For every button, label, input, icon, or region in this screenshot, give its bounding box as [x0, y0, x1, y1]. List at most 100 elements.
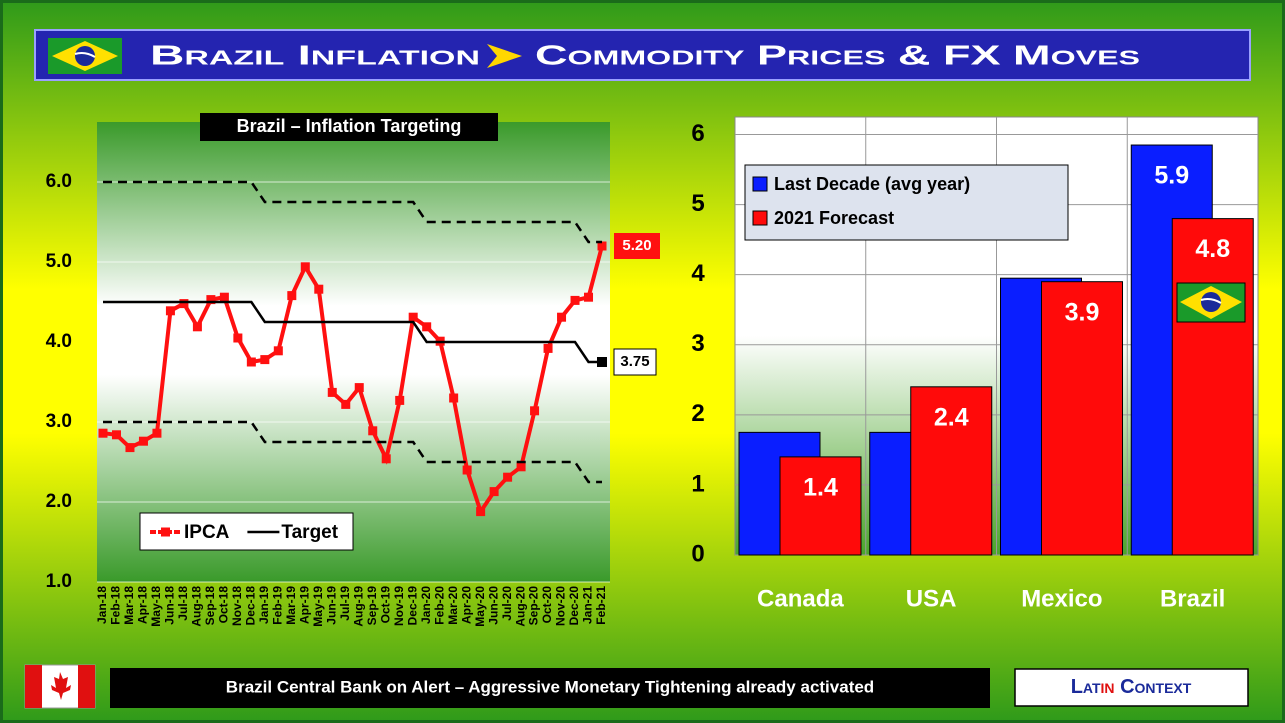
point-marker — [503, 472, 513, 482]
x-tick-label: Mexico — [1021, 585, 1102, 612]
x-tick-label: Jul-18 — [176, 586, 190, 621]
x-tick-label: Jun-20 — [486, 586, 500, 625]
point-marker — [287, 291, 297, 301]
bar — [910, 386, 993, 556]
point-marker — [260, 355, 270, 365]
x-tick-label: May-20 — [473, 586, 487, 627]
point-marker — [273, 346, 283, 356]
x-tick-label: Brazil — [1160, 585, 1225, 612]
point-marker — [557, 312, 567, 322]
brand: Latin Context — [1071, 676, 1192, 698]
point-marker — [341, 399, 351, 409]
chart-title: Brazil – Inflation Targeting — [237, 116, 462, 136]
legend-label: IPCA — [184, 522, 230, 543]
x-tick-label: Feb-19 — [270, 586, 284, 625]
brand-box — [1014, 668, 1249, 707]
x-tick-label: May-18 — [149, 586, 163, 627]
header-arrow — [487, 44, 522, 68]
bar — [779, 456, 862, 556]
x-tick-label: Jul-20 — [500, 586, 514, 621]
value-label: 5.9 — [1154, 162, 1189, 190]
x-tick-label: Nov-18 — [230, 586, 244, 626]
point-marker — [584, 292, 594, 302]
chart-title-box — [200, 113, 498, 141]
y-tick-label: 1 — [691, 470, 704, 497]
point-marker — [138, 436, 148, 446]
x-tick-label: Dec-20 — [567, 586, 581, 626]
point-marker — [219, 292, 229, 302]
x-tick-label: Apr-20 — [459, 586, 473, 624]
legend-label: Last Decade (avg year) — [774, 174, 970, 194]
y-tick-label: 6.0 — [46, 171, 72, 192]
x-tick-label: Sep-19 — [365, 586, 379, 626]
x-tick-label: Jul-19 — [338, 586, 352, 621]
point-marker — [408, 312, 418, 322]
point-marker — [530, 406, 540, 416]
x-tick-label: Apr-18 — [136, 586, 150, 624]
point-marker — [179, 299, 189, 309]
x-tick-label: Aug-19 — [351, 586, 365, 627]
x-tick-label: Oct-20 — [540, 586, 554, 624]
point-marker — [422, 322, 432, 332]
value-label: 1.4 — [803, 473, 838, 501]
point-marker — [246, 357, 256, 367]
point-marker — [597, 241, 607, 251]
bar — [1171, 218, 1254, 556]
value-label-box — [613, 348, 657, 376]
bar — [1041, 281, 1123, 556]
point-marker — [570, 295, 580, 305]
point-marker — [476, 507, 486, 517]
value-label: 3.75 — [620, 353, 649, 370]
value-label: 2.4 — [934, 403, 969, 431]
x-tick-label: Mar-20 — [446, 586, 460, 625]
point-marker — [354, 383, 364, 393]
value-label: 4.8 — [1195, 235, 1230, 263]
point-marker — [111, 430, 121, 440]
legend-marker — [161, 527, 170, 537]
header-banner — [34, 29, 1251, 81]
x-tick-label: Aug-20 — [513, 586, 527, 627]
y-tick-label: 2 — [691, 400, 704, 427]
band-line — [103, 180, 602, 244]
y-tick-label: 4 — [691, 260, 705, 287]
y-tick-label: 5.0 — [46, 251, 72, 272]
x-tick-label: Jan-18 — [95, 586, 109, 624]
point-marker — [395, 395, 405, 405]
x-tick-label: Sep-20 — [527, 586, 541, 626]
plot-area — [97, 122, 610, 582]
band-line — [103, 420, 602, 484]
x-tick-label: Feb-21 — [594, 586, 608, 625]
point-marker — [98, 428, 108, 438]
brand-part: in — [1101, 676, 1115, 698]
end-marker — [597, 357, 607, 367]
x-tick-label: Jan-20 — [419, 586, 433, 624]
brazil-flag-small — [1176, 282, 1246, 323]
y-tick-label: 3.0 — [46, 411, 72, 432]
value-label-box — [614, 233, 660, 259]
legend-swatch — [752, 210, 768, 226]
point-marker — [381, 454, 391, 464]
x-tick-label: Aug-18 — [190, 586, 204, 627]
point-marker — [233, 333, 243, 343]
x-tick-label: Feb-20 — [432, 586, 446, 625]
x-tick-label: Nov-19 — [392, 586, 406, 626]
header-title-right: Commodity Prices & FX Moves — [535, 39, 1140, 70]
value-label: 5.20 — [622, 237, 651, 254]
canada-flag — [24, 664, 96, 709]
point-marker — [206, 295, 216, 305]
legend-label: Target — [281, 522, 338, 543]
footer-note: Brazil Central Bank on Alert – Aggressiv… — [226, 677, 874, 696]
x-tick-label: Canada — [757, 585, 844, 612]
series-line — [103, 300, 602, 364]
x-tick-label: USA — [906, 585, 957, 612]
legend-box — [744, 164, 1069, 241]
point-marker — [462, 465, 472, 475]
y-tick-label: 2.0 — [46, 491, 72, 512]
x-tick-label: Nov-20 — [554, 586, 568, 626]
legend-label: 2021 Forecast — [774, 208, 894, 228]
point-marker — [368, 426, 378, 436]
header-title-left: Brazil Inflation — [150, 39, 480, 70]
x-tick-label: May-19 — [311, 586, 325, 627]
